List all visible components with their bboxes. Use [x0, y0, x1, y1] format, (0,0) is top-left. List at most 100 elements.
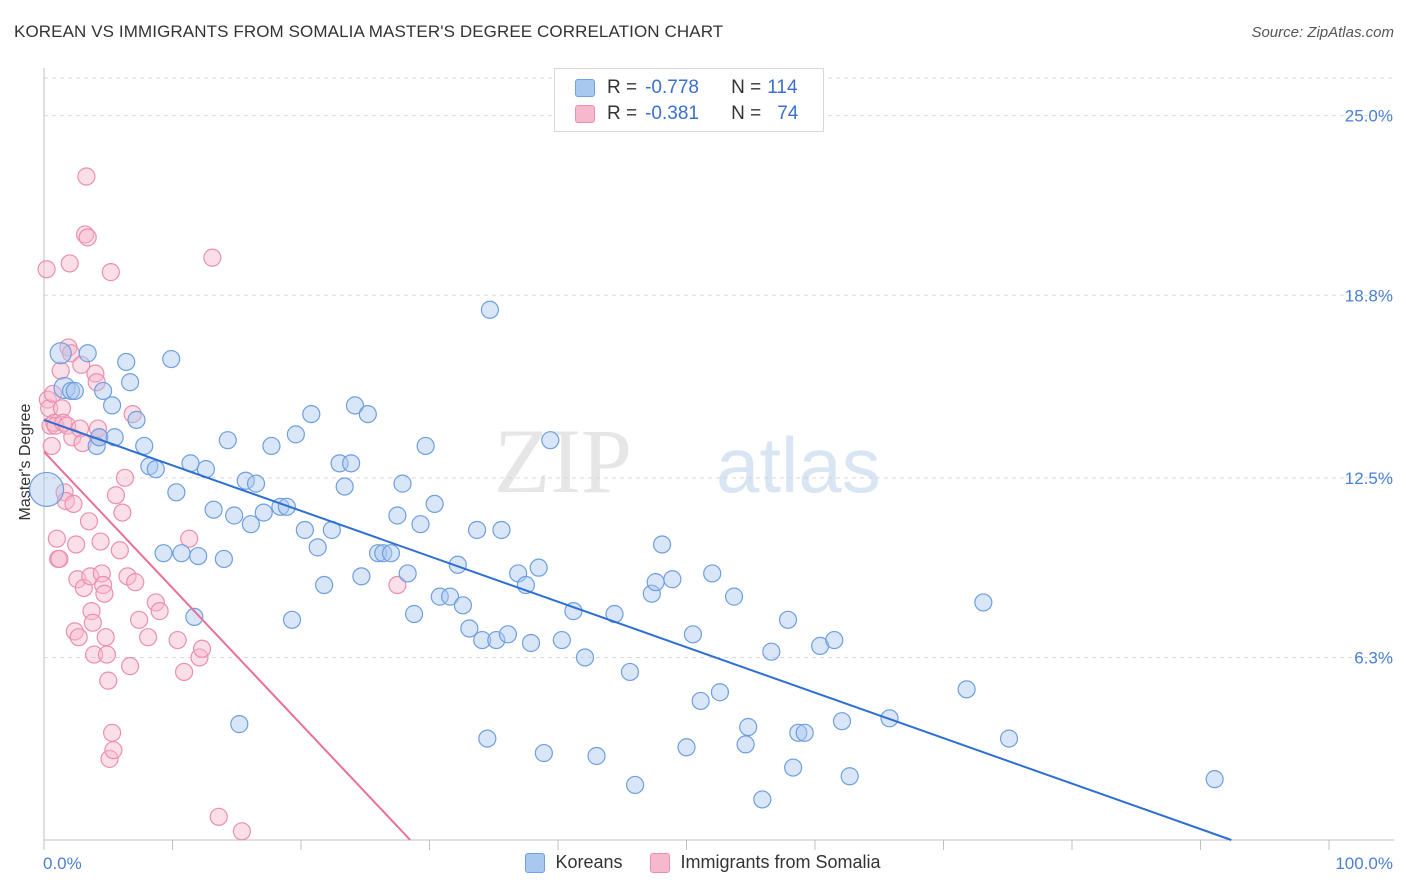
y-tick-label: 12.5%: [1345, 469, 1393, 488]
korean-point: [146, 460, 165, 479]
somalia-points: [37, 167, 407, 841]
somalia-point: [101, 263, 120, 282]
korean-point: [262, 436, 281, 456]
somalia-point: [99, 671, 118, 690]
somalia-point: [60, 254, 79, 273]
korean-point: [230, 715, 249, 734]
somalia-label: Immigrants from Somalia: [680, 852, 881, 872]
korean-point: [185, 607, 204, 627]
legend-r-label: R =: [607, 77, 638, 98]
korean-point: [286, 425, 305, 444]
korean-point: [103, 396, 122, 415]
korean-point: [691, 691, 710, 711]
somalia-point: [146, 593, 165, 612]
somalia-point: [78, 228, 97, 247]
chart-source: Source: ZipAtlas.com: [1251, 24, 1394, 41]
korean-point: [663, 570, 682, 589]
korean-point: [552, 630, 571, 650]
korean-point: [453, 596, 473, 615]
korean-point: [282, 610, 302, 629]
korean-point: [825, 630, 844, 650]
korean-point: [78, 344, 97, 363]
korean-point: [677, 738, 696, 757]
korean-point: [302, 404, 321, 424]
korean-point: [1205, 770, 1224, 789]
trend-lines: [43, 418, 1232, 841]
korean-point: [440, 587, 460, 606]
somalia-point: [83, 613, 102, 632]
korean-point: [703, 564, 722, 583]
x-tick-label-min: 0.0%: [43, 854, 82, 873]
somalia-point: [76, 225, 95, 244]
somalia-point: [64, 494, 83, 514]
legend-r-label: R =: [607, 103, 638, 124]
korean-point: [398, 564, 417, 583]
somalia-point: [115, 468, 135, 487]
korean-point: [295, 520, 314, 540]
korean-point: [204, 500, 223, 519]
somalia-point: [129, 610, 149, 629]
korean-point: [393, 474, 412, 493]
somalia-point: [74, 578, 93, 598]
somalia-point: [72, 355, 91, 374]
somalia-point: [42, 436, 61, 456]
korean-point: [189, 546, 208, 566]
korean-point: [974, 593, 993, 612]
somalia-point: [100, 749, 119, 768]
somalia-point: [120, 657, 140, 676]
korean-point: [61, 381, 81, 401]
somalia-point: [203, 248, 222, 267]
korean-point: [498, 625, 517, 644]
somalia-point: [52, 399, 72, 418]
somalia-point: [91, 532, 110, 551]
korean-point: [369, 544, 388, 563]
series-legend: Koreans Immigrants from Somalia: [0, 852, 1406, 873]
korean-point: [710, 683, 730, 702]
korean-point: [739, 717, 758, 737]
somalia-point: [51, 361, 70, 380]
somalia-point: [92, 564, 111, 583]
somalia-point: [67, 535, 86, 554]
korean-point: [753, 790, 772, 809]
korean-point: [411, 515, 430, 534]
somalia-point: [103, 723, 122, 742]
korean-point: [254, 503, 273, 522]
korean-point: [575, 648, 595, 667]
somalia-point: [180, 529, 199, 548]
somalia-point: [97, 645, 117, 664]
koreans-swatch: [525, 852, 546, 873]
somalia-point: [96, 628, 115, 647]
korean-point: [778, 610, 798, 629]
tick-labels: 6.3% 12.5% 18.8% 25.0% 0.0% 100.0%: [43, 107, 1393, 873]
korean-point: [646, 573, 665, 592]
korean-points: [28, 300, 1224, 809]
korean-point: [795, 723, 814, 742]
somalia-trend-line: [43, 451, 411, 841]
korean-point: [236, 471, 255, 490]
y-tick-label: 25.0%: [1345, 107, 1393, 126]
korean-point: [241, 515, 260, 534]
somalia-point: [388, 575, 407, 595]
korean-point: [358, 404, 377, 424]
korean-point: [374, 544, 393, 563]
korean-point: [352, 567, 371, 586]
somalia-point: [50, 549, 69, 569]
korean-point: [460, 619, 479, 638]
legend-r-value: -0.778: [645, 77, 699, 98]
series-legend-somalia: Immigrants from Somalia: [650, 852, 881, 873]
somalia-point: [110, 541, 129, 560]
korean-point: [28, 471, 65, 508]
somalia-point: [106, 486, 126, 505]
somalia-point: [150, 602, 169, 621]
somalia-point: [43, 384, 63, 403]
y-tick-label: 18.8%: [1345, 286, 1393, 305]
korean-point: [167, 483, 186, 502]
legend-swatch-blue: [575, 79, 595, 97]
korean-point: [120, 373, 140, 392]
somalia-point: [47, 529, 66, 548]
korean-point: [448, 555, 467, 574]
somalia-point: [82, 602, 101, 621]
korean-point: [957, 680, 976, 699]
korean-point: [246, 474, 266, 493]
